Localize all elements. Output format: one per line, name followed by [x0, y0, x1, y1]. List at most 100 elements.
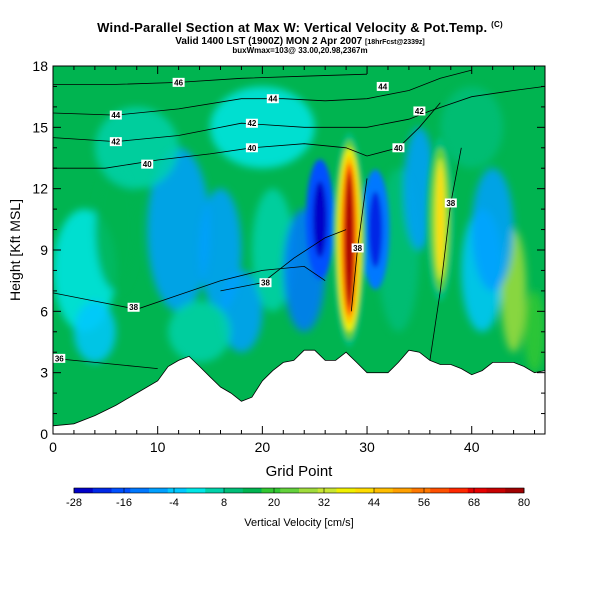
contour-label: 46 — [172, 77, 185, 87]
colorbar-swatch — [167, 488, 187, 493]
colorbar-swatch — [205, 488, 225, 493]
colorbar-swatch — [111, 488, 131, 493]
theta-contour — [53, 143, 368, 169]
terrain-mask — [53, 349, 545, 434]
contour-label: 42 — [109, 137, 122, 147]
svg-text:40: 40 — [247, 144, 256, 153]
colorbar-tick-label: 8 — [221, 497, 227, 509]
contour-label: 42 — [245, 118, 258, 128]
colorbar-swatch — [317, 488, 337, 493]
y-tick-label: 15 — [32, 119, 48, 135]
x-axis-label: Grid Point — [266, 463, 334, 480]
y-tick-label: 6 — [40, 303, 48, 319]
colorbar-swatch — [74, 488, 94, 493]
svg-text:38: 38 — [446, 199, 455, 208]
theta-contour — [429, 86, 545, 112]
svg-text:44: 44 — [378, 82, 387, 91]
contour-label: 40 — [245, 143, 258, 153]
chart-subtitle: Valid 1400 LST (1900Z) MON 2 Apr 2007 [1… — [175, 36, 425, 47]
y-tick-label: 3 — [40, 365, 48, 381]
theta-contour — [53, 69, 472, 116]
x-tick-label: 20 — [255, 439, 271, 455]
colorbar-swatch — [411, 488, 431, 493]
contour-label: 38 — [444, 198, 457, 208]
updraft-core — [437, 167, 444, 272]
theta-contour — [366, 102, 441, 157]
colorbar-tick-label: -16 — [116, 497, 132, 509]
theta-contour — [53, 73, 368, 85]
colorbar-swatch — [467, 488, 487, 493]
y-tick-label: 9 — [40, 242, 48, 258]
colorbar-tick-label: 32 — [318, 497, 330, 509]
svg-text:46: 46 — [174, 78, 183, 87]
theta-contour — [429, 147, 462, 361]
colorbar — [73, 487, 525, 494]
colorbar-swatch — [505, 488, 525, 493]
contour-label: 38 — [259, 278, 272, 288]
contour-label: 36 — [53, 353, 66, 363]
svg-text:42: 42 — [111, 138, 120, 147]
svg-text:38: 38 — [129, 303, 138, 312]
contour-label: 44 — [376, 81, 389, 91]
y-tick-label: 0 — [40, 426, 48, 442]
colorbar-tick-label: -28 — [66, 497, 82, 509]
velocity-blob — [73, 301, 116, 363]
svg-text:44: 44 — [268, 95, 277, 104]
colorbar-swatch — [149, 488, 169, 493]
y-tick-label: 18 — [32, 58, 48, 74]
svg-text:42: 42 — [247, 119, 256, 128]
theta-contour — [53, 110, 431, 143]
contour-label: 42 — [413, 106, 426, 116]
chart-subtitle-2: buxWmax=103@ 33.00,20.98,2367m — [232, 46, 368, 55]
downdraft-core — [368, 191, 383, 268]
theta-contour — [53, 265, 326, 310]
velocity-blob — [471, 168, 514, 291]
colorbar-swatch — [224, 488, 244, 493]
colorbar-tick-label: 56 — [418, 497, 430, 509]
velocity-blob — [168, 301, 231, 363]
colorbar-swatch — [261, 488, 281, 493]
x-tick-label: 40 — [464, 439, 480, 455]
svg-text:38: 38 — [261, 279, 270, 288]
colorbar-swatch — [299, 488, 319, 493]
updraft-core — [346, 176, 353, 304]
colorbar-swatch — [130, 488, 150, 493]
x-tick-label: 10 — [150, 439, 166, 455]
colorbar-tick-label: 44 — [368, 497, 380, 509]
svg-text:40: 40 — [394, 144, 403, 153]
svg-text:36: 36 — [55, 354, 64, 363]
colorbar-swatch — [449, 488, 469, 493]
velocity-blob — [94, 168, 137, 291]
svg-text:38: 38 — [353, 244, 362, 253]
colorbar-swatch — [336, 488, 356, 493]
velocity-blob — [440, 86, 504, 169]
x-tick-label: 30 — [359, 439, 375, 455]
colorbar-swatch — [242, 488, 262, 493]
colorbar-swatch — [355, 488, 375, 493]
contour-label: 44 — [266, 94, 279, 104]
y-tick-label: 12 — [32, 181, 48, 197]
colorbar-swatch — [430, 488, 450, 493]
contour-label: 38 — [351, 243, 364, 253]
colorbar-swatch — [280, 488, 300, 493]
svg-text:42: 42 — [415, 107, 424, 116]
colorbar-tick-label: 80 — [518, 497, 530, 509]
x-tick-label: 0 — [49, 439, 57, 455]
theta-contour — [220, 229, 347, 292]
contour-label: 44 — [109, 110, 122, 120]
colorbar-swatch — [392, 488, 412, 493]
contour-label: 40 — [392, 143, 405, 153]
contour-label: 40 — [141, 159, 154, 169]
colorbar-tick-label: 68 — [468, 497, 480, 509]
velocity-blob — [210, 86, 315, 169]
colorbar-swatch — [486, 488, 506, 493]
colorbar-tick-label: -4 — [169, 497, 179, 509]
colorbar-tick-label: 20 — [268, 497, 280, 509]
svg-text:44: 44 — [111, 111, 120, 120]
contour-label: 38 — [127, 302, 140, 312]
svg-text:40: 40 — [143, 160, 152, 169]
colorbar-swatch — [374, 488, 394, 493]
theta-contour — [53, 358, 158, 369]
velocity-blob — [94, 106, 179, 189]
